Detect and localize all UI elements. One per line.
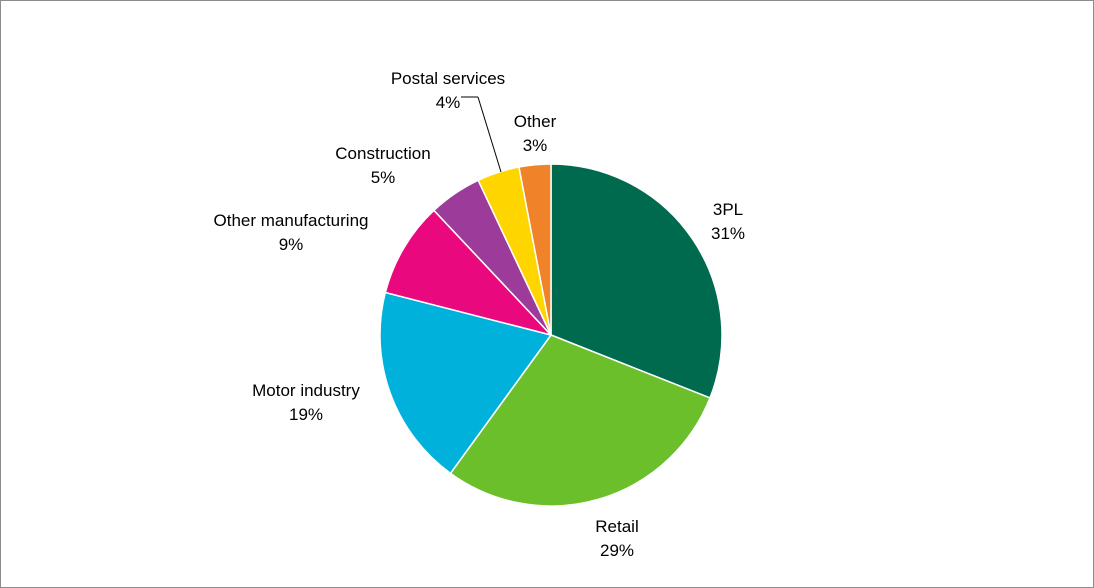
slice-value-construction: 5% <box>371 168 396 187</box>
leader-line-postal-services-2 <box>477 96 502 173</box>
pie-slice-other <box>518 163 552 336</box>
slice-label-retail: Retail <box>595 517 638 536</box>
slice-value-3pl: 31% <box>711 224 745 243</box>
pie-slice-retail <box>449 334 711 507</box>
pie-slice-other-manufacturing <box>384 209 554 337</box>
pie-slice-motor-industry <box>379 291 553 475</box>
slice-value-other-manufacturing: 9% <box>279 235 304 254</box>
slice-value-postal-services: 4% <box>436 93 461 112</box>
slice-label-3pl: 3PL <box>713 200 743 219</box>
slice-label-motor-industry: Motor industry <box>252 381 360 400</box>
pie-slice-3pl <box>550 163 723 399</box>
slice-value-retail: 29% <box>600 541 634 560</box>
slice-label-other: Other <box>514 112 557 131</box>
slice-label-construction: Construction <box>335 144 430 163</box>
slice-label-postal-services: Postal services <box>391 69 505 88</box>
pie-slices <box>379 163 723 507</box>
slice-label-other-manufacturing: Other manufacturing <box>214 211 369 230</box>
slice-value-motor-industry: 19% <box>289 405 323 424</box>
slice-value-other: 3% <box>523 136 548 155</box>
